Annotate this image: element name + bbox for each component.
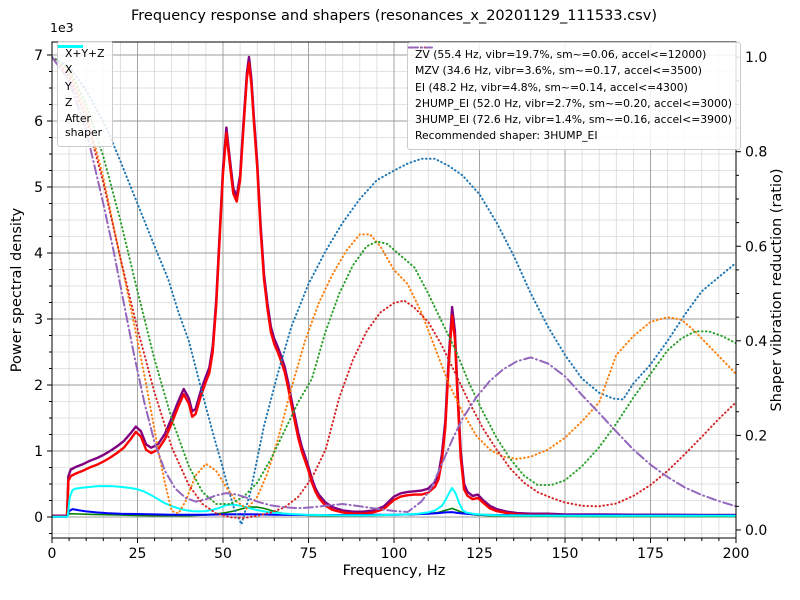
y-left-tick-label: 4 (34, 246, 43, 262)
legend-item-label: MZV (34.6 Hz, vibr=3.6%, sm~=0.17, accel… (415, 64, 702, 78)
y-left-tick-label: 1 (34, 444, 43, 460)
y-left-tick-label: 7 (34, 48, 43, 64)
y-left-tick-label: 2 (34, 378, 43, 394)
legend-item-label: 2HUMP_EI (52.0 Hz, vibr=2.7%, sm~=0.20, … (415, 96, 732, 110)
y-right-tick-label: 1.0 (745, 50, 767, 66)
y-left-tick-label: 0 (34, 510, 43, 526)
legend-marker-blank (408, 43, 433, 52)
legend-item: EI (48.2 Hz, vibr=4.8%, sm~=0.14, accel<… (408, 46, 732, 96)
x-tick-label: 100 (381, 546, 408, 562)
series-after-shaper (52, 485, 736, 518)
legend-item: MZV (34.6 Hz, vibr=3.6%, sm~=0.17, accel… (408, 46, 732, 79)
legend-line-marker (58, 45, 83, 48)
y-left-tick-label: 5 (34, 180, 43, 196)
x-tick-label: 50 (214, 546, 232, 562)
y-right-tick-label: 0.8 (745, 145, 767, 161)
y-right-tick-label: 0.6 (745, 239, 767, 255)
series-mzv (52, 56, 736, 515)
legend-item-label: Recommended shaper: 3HUMP_EI (415, 129, 598, 143)
x-axis-label: Frequency, Hz (342, 563, 446, 579)
series-3hump-ei (52, 56, 736, 513)
series-2hump-ei (52, 56, 736, 520)
legend-item-label: X (65, 63, 73, 77)
legend-item: Z (58, 45, 104, 111)
chart-title: Frequency response and shapers (resonanc… (131, 8, 657, 24)
x-tick-label: 150 (552, 546, 579, 562)
legend-item-label: 3HUMP_EI (72.6 Hz, vibr=1.4%, sm~=0.16, … (415, 113, 732, 126)
legend-item: Y (58, 45, 104, 95)
series-x (52, 61, 736, 518)
series-group (52, 55, 736, 526)
legend-item-label: After shaper (65, 112, 103, 140)
y-axis-offset-text: 1e3 (50, 20, 74, 35)
y-left-tick-label: 6 (34, 114, 43, 130)
legend-item: 3HUMP_EI (72.6 Hz, vibr=1.4%, sm~=0.16, … (408, 46, 732, 128)
y-right-tick-label: 0.0 (745, 523, 767, 539)
legend-line-marker (408, 46, 433, 49)
legend-item-label: X+Y+Z (65, 47, 105, 60)
x-tick-label: 75 (300, 546, 318, 562)
y-axis-left-label: Power spectral density (9, 207, 25, 373)
x-tick-label: 175 (637, 546, 664, 562)
legend-item: X (58, 45, 104, 78)
legend-item-label: EI (48.2 Hz, vibr=4.8%, sm~=0.14, accel<… (415, 80, 688, 94)
x-tick-label: 0 (48, 546, 57, 562)
y-left-tick-label: 3 (34, 312, 43, 328)
x-tick-label: 200 (723, 546, 750, 562)
legend-item: After shaper (58, 45, 104, 142)
y-right-tick-label: 0.4 (745, 334, 767, 350)
x-tick-label: 125 (466, 546, 493, 562)
x-tick-label: 25 (129, 546, 147, 562)
legend-item: 2HUMP_EI (52.0 Hz, vibr=2.7%, sm~=0.20, … (408, 46, 732, 112)
ticks (47, 54, 741, 543)
legend-item: Recommended shaper: 3HUMP_EI (415, 128, 732, 144)
legend-item-label: Z (65, 95, 73, 109)
legend-item: ZV (55.4 Hz, vibr=19.7%, sm~=0.06, accel… (408, 46, 732, 63)
series-ei (52, 56, 736, 505)
y-right-tick-label: 0.2 (745, 428, 767, 444)
legend-item-label: Y (65, 79, 72, 93)
legend-item-label: ZV (55.4 Hz, vibr=19.7%, sm~=0.06, accel… (415, 48, 707, 61)
legend-left: X+Y+Z X Y Z After shaper (57, 41, 114, 147)
legend-right: ZV (55.4 Hz, vibr=19.7%, sm~=0.06, accel… (407, 42, 741, 150)
tick-labels: 0 25 50 75 100 125 150 175 200 0 1 2 3 4 5 6 7 0.0 0.2 0.4 0… (34, 48, 767, 562)
y-axis-right-label: Shaper vibration reduction (ratio) (769, 168, 785, 412)
